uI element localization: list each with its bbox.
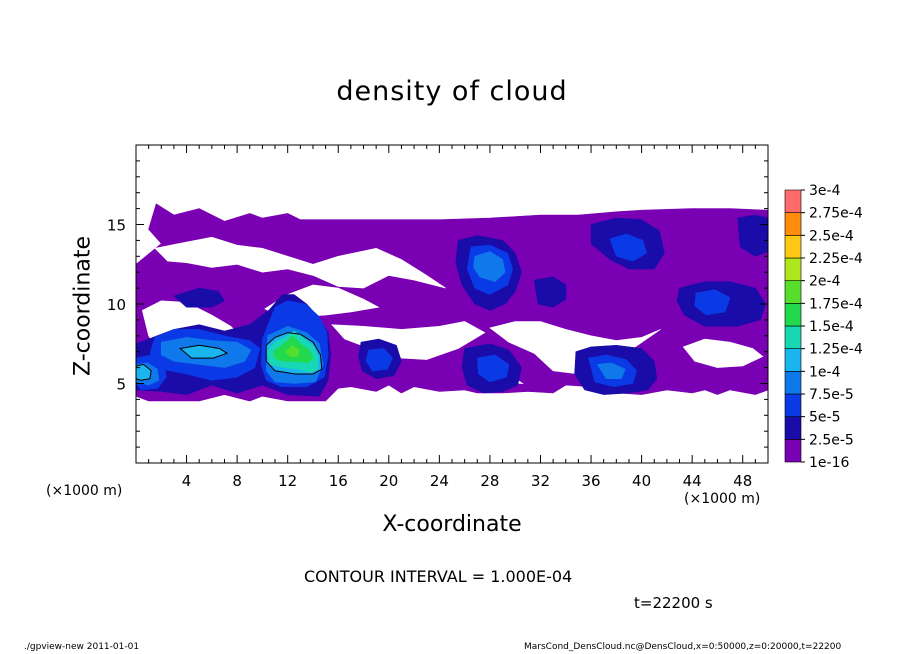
- x-unit-label: (×1000 m): [46, 483, 123, 499]
- contour-line-33: [179, 344, 229, 359]
- colorbar-label: 2e-4: [809, 274, 841, 290]
- colorbar-label: 2.25e-4: [809, 251, 863, 267]
- colorbar-label: 1e-4: [809, 364, 841, 380]
- x-tick-label: 20: [379, 472, 398, 490]
- cloud-region-28: [473, 251, 506, 283]
- colorbar-label: 2.5e-4: [809, 228, 854, 244]
- colorbar-label: 1e-16: [809, 455, 849, 471]
- colorbar-label: 3e-4: [809, 183, 841, 199]
- colorbar-label: 1.25e-4: [809, 342, 863, 358]
- time-label: t=22200 s: [634, 594, 713, 612]
- y-axis-label: Z-coordinate: [70, 236, 96, 376]
- colorbar-swatch: [784, 325, 802, 349]
- y-tick-label: 10: [107, 296, 126, 314]
- cloud-region-26: [609, 233, 648, 262]
- y-tick-label: 15: [107, 217, 126, 235]
- contour-line-34: [265, 332, 323, 375]
- footer-source: MarsCond_DensCloud.nc@DensCloud,x=0:5000…: [524, 642, 842, 652]
- y-tick-label: 5: [116, 376, 126, 394]
- cloud-region-23: [476, 354, 510, 383]
- colorbar-label: 1.5e-4: [809, 319, 854, 335]
- colorbar-label: 1.75e-4: [809, 296, 863, 312]
- contour-interval-label: CONTOUR INTERVAL = 1.000E-04: [304, 567, 573, 586]
- x-tick-label: 24: [430, 472, 449, 490]
- cloud-region-30: [596, 362, 626, 380]
- colorbar-swatch: [784, 348, 802, 372]
- x-tick-label: 8: [232, 472, 242, 490]
- x-tick-label: 16: [329, 472, 348, 490]
- x-tick-label: 48: [733, 472, 752, 490]
- cloud-region-25: [694, 289, 731, 316]
- colorbar-swatch: [784, 257, 802, 281]
- cloud-region-1: [154, 236, 446, 289]
- x-tick-label: 32: [531, 472, 550, 490]
- colorbar-swatch: [784, 371, 802, 395]
- cloud-region-6: [682, 338, 764, 368]
- colorbar-swatch: [784, 303, 802, 327]
- x-tick-label: 44: [683, 472, 702, 490]
- x-tick-label: 4: [182, 472, 192, 490]
- cloud-region-15: [533, 276, 567, 308]
- x-tick-label: 12: [278, 472, 297, 490]
- colorbar-swatch: [784, 212, 802, 236]
- colorbar-label: 5e-5: [809, 410, 840, 426]
- colorbar-swatch: [784, 235, 802, 259]
- z-unit-label: (×1000 m): [684, 491, 761, 507]
- colorbar-label: 7.5e-5: [809, 387, 854, 403]
- cloud-region-5: [489, 321, 661, 375]
- footer-program: ./gpview-new 2011-01-01: [24, 642, 140, 652]
- cloud-region-17: [173, 287, 225, 308]
- x-tick-label: 40: [632, 472, 651, 490]
- contour-line-32: [136, 363, 152, 381]
- x-tick-label: 28: [480, 472, 499, 490]
- cloud-region-24: [365, 348, 393, 372]
- colorbar-swatch: [784, 280, 802, 304]
- cloud-region-16: [737, 214, 768, 257]
- colorbar-swatch: [784, 416, 802, 440]
- cloud-region-37: [284, 344, 300, 357]
- colorbar-label: 2.5e-5: [809, 432, 854, 448]
- x-tick-label: 36: [581, 472, 600, 490]
- colorbar-swatch: [784, 393, 802, 417]
- colorbar-label: 2.75e-4: [809, 206, 863, 222]
- chart-title: density of cloud: [336, 76, 568, 107]
- x-axis-label: X-coordinate: [382, 512, 522, 537]
- colorbar-swatch: [784, 439, 802, 463]
